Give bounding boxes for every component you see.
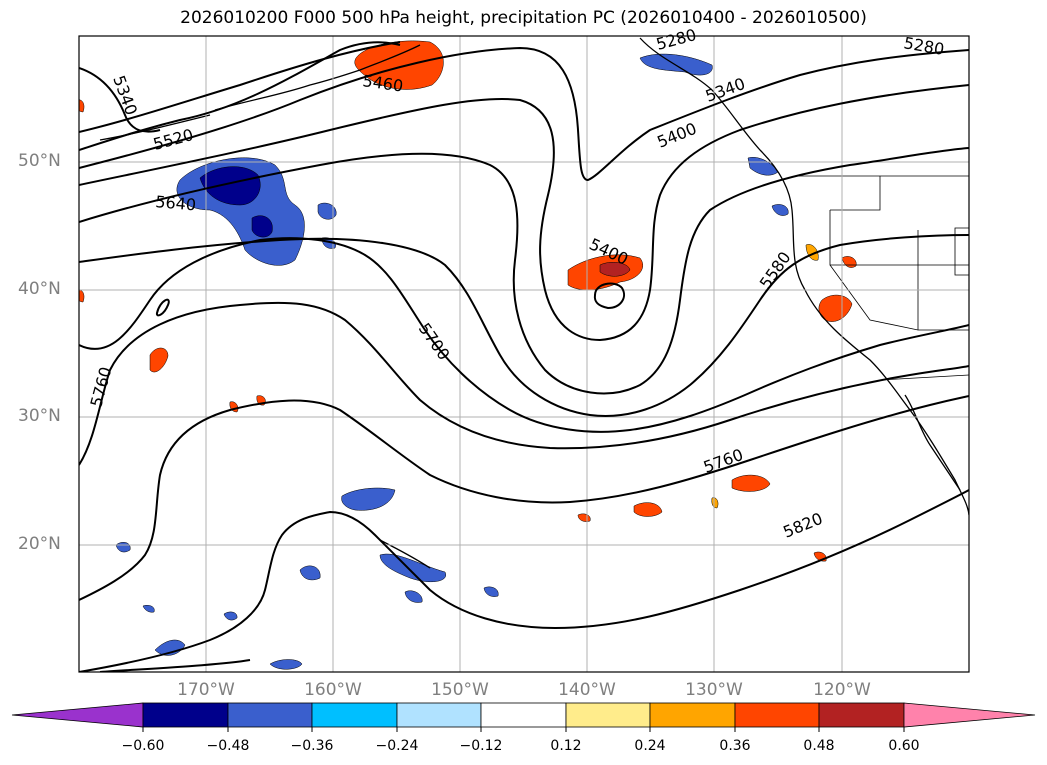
contour-label: 5640 [155,192,197,214]
plot-frame [78,35,970,673]
contour-label: 5760 [87,365,116,409]
longitude-label: 160°W [304,680,362,700]
contour-label: 5280 [654,25,698,54]
precip-area [223,611,238,621]
contour-line [79,489,969,672]
map-plot [79,36,969,672]
colorbar [11,702,1036,728]
colorbar-tick-label: −0.24 [375,738,419,754]
precip-area [142,605,155,613]
longitude-label: 170°W [177,680,235,700]
colorbar-segment [649,702,736,728]
colorbar-segment [818,702,905,728]
alaska-peninsula-coast [214,44,421,111]
contour-line [99,659,251,672]
latitude-label: 30°N [18,406,61,426]
contour-labels: 5280 5280 5340 5340 5460 5520 5400 5400 … [87,25,946,542]
contour-label: 5520 [151,125,195,154]
contour-line [79,234,969,417]
contour-line [593,282,626,310]
precip-area [633,502,663,517]
latitude-label: 40°N [18,279,61,299]
colorbar-segment [480,702,567,728]
colorbar-tick-label: 0.24 [634,738,666,754]
precip-area [299,565,321,581]
alaska-coast-north [99,114,211,141]
height-contours [79,41,969,672]
precip-area [731,474,771,492]
colorbar-segment [734,702,820,728]
borders [795,175,969,381]
precip-area [317,202,337,220]
contour-line [79,41,401,133]
colorbar-segment [227,702,313,728]
precip-area [149,347,169,373]
colorbar-segment [565,702,651,728]
contour-line [79,41,401,151]
contour-line [79,301,969,466]
precip-area [711,497,719,509]
state-border [954,227,969,276]
hawaii-coast [379,539,431,569]
precip-area [805,244,819,261]
latitude-label: 20°N [18,534,61,554]
mexico-border [879,374,969,381]
precip-area [404,590,423,603]
precip-area [79,99,85,113]
north-america-coast [639,37,969,516]
colorbar-segment [903,702,1036,728]
contour-label: 5700 [415,319,454,363]
colorbar-tick-label: 0.48 [803,738,835,754]
precip-area [251,215,273,238]
precip-area [841,256,857,268]
latitude-label: 50°N [18,151,61,171]
contour-line [155,298,170,317]
state-border [829,264,969,331]
precip-area [599,262,631,277]
precip-area [818,294,853,322]
colorbar-tick-label: 0.60 [888,738,920,754]
contour-line [79,46,969,182]
precip-area [115,542,131,553]
map-title: 2026010200 F000 500 hPa height, precipit… [180,8,867,28]
longitude-label: 150°W [431,680,489,700]
contour-line [79,84,969,342]
contour-line [79,237,969,433]
precip-area [269,659,303,670]
colorbar-tick-label: 0.36 [719,738,751,754]
colorbar-segment [311,702,398,728]
precip-area [341,487,396,511]
contour-line [79,67,161,133]
longitude-label: 140°W [558,680,616,700]
contour-label: 5820 [780,509,825,542]
precip-area [199,166,261,206]
colorbar-tick-label: −0.12 [459,738,503,754]
precip-area [577,513,591,522]
colorbar-segment [142,702,229,728]
colorbar-ticks [142,727,905,732]
contour-line [79,395,969,601]
colorbar-segment [396,702,482,728]
contour-label: 5400 [654,119,699,152]
colorbar-tick-label: 0.12 [550,738,582,754]
longitude-label: 120°W [813,680,871,700]
contour-label: 5760 [701,445,746,477]
state-border [830,176,881,211]
colorbar-segment [11,702,144,728]
contour-line [79,147,969,395]
precip-area [379,553,447,583]
colorbar-tick-label: −0.48 [206,738,250,754]
precip-area [771,204,789,216]
precip-area [79,289,85,303]
colorbar-tick-label: −0.36 [290,738,334,754]
precip-area [483,586,499,597]
contour-label: 5580 [756,248,795,292]
longitude-label: 130°W [685,680,743,700]
colorbar-tick-label: −0.60 [121,738,165,754]
